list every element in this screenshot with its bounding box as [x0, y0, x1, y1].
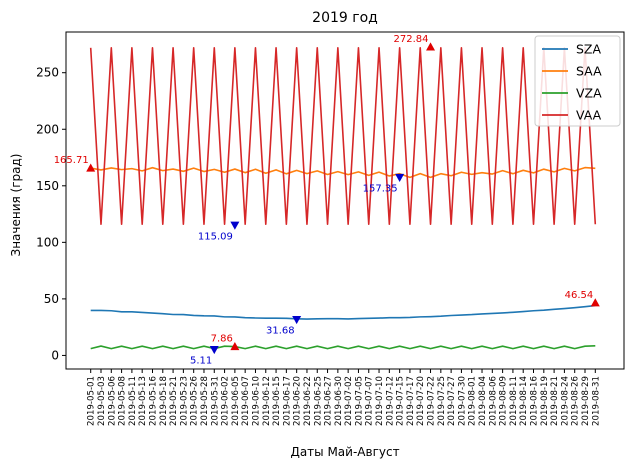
x-axis-label: Даты Май-Август: [290, 445, 399, 459]
x-tick-label: 2019-08-11: [509, 376, 519, 426]
x-tick-label: 2019-05-18: [159, 376, 169, 426]
x-tick-label: 2019-07-22: [427, 376, 437, 426]
legend-label-sza: SZA: [576, 42, 601, 57]
x-tick-label: 2019-05-06: [107, 376, 117, 426]
x-tick-label: 2019-05-11: [128, 376, 138, 426]
x-tick-label: 2019-06-27: [324, 376, 334, 426]
x-tick-label: 2019-08-14: [519, 376, 529, 426]
max-value-label: 272.84: [394, 34, 429, 45]
series-line-saa: [90, 166, 596, 179]
x-tick-label: 2019-06-10: [251, 376, 261, 426]
max-value-label: 165.71: [54, 155, 89, 166]
y-tick-label: 150: [36, 179, 59, 193]
max-value-label: 7.86: [211, 334, 233, 345]
x-tick-label: 2019-07-17: [406, 376, 416, 426]
x-tick-label: 2019-07-30: [457, 376, 467, 426]
x-tick-label: 2019-05-08: [118, 376, 128, 426]
legend-label-vza: VZA: [576, 86, 602, 101]
x-tick-label: 2019-05-31: [210, 376, 220, 426]
x-tick-label: 2019-06-17: [282, 376, 292, 426]
y-tick-label: 250: [36, 66, 59, 80]
series-line-sza: [90, 304, 596, 320]
x-tick-label: 2019-06-02: [221, 376, 231, 426]
x-tick-label: 2019-05-16: [148, 376, 158, 426]
x-tick-label: 2019-07-27: [447, 376, 457, 426]
min-marker: [209, 346, 219, 355]
y-tick-label: 100: [36, 235, 59, 249]
min-marker: [292, 316, 302, 325]
x-tick-label: 2019-07-02: [344, 376, 354, 426]
x-tick-label: 2019-07-07: [365, 376, 375, 426]
x-tick-label: 2019-07-15: [396, 376, 406, 426]
x-tick-label: 2019-07-12: [385, 376, 395, 426]
x-tick-label: 2019-06-25: [313, 376, 323, 426]
x-tick-label: 2019-08-26: [571, 376, 581, 426]
x-tick-label: 2019-07-05: [354, 376, 364, 426]
min-marker: [230, 221, 240, 230]
max-marker: [86, 163, 96, 172]
legend-box: [534, 35, 621, 127]
min-value-label: 31.68: [266, 326, 295, 337]
x-tick-label: 2019-08-04: [478, 376, 488, 426]
x-tick-label: 2019-08-24: [560, 376, 570, 426]
legend-label-vaa: VAA: [576, 108, 602, 123]
x-tick-label: 2019-08-29: [581, 376, 591, 426]
max-marker: [590, 298, 600, 307]
series-line-vaa: [89, 47, 597, 226]
plot-area: 165.71 115.09 157.35 272.84 31.68 46.54 5.11 7.…: [54, 34, 600, 367]
x-tick-label: 2019-06-15: [272, 376, 282, 426]
x-tick-label: 2019-08-09: [499, 376, 509, 426]
legend: SZA SAA VZA VAA: [534, 35, 621, 127]
x-tick-label: 2019-06-12: [262, 376, 272, 426]
plot-frame: [65, 31, 625, 370]
chart-title: 2019 год: [312, 10, 378, 26]
x-tick-label: 2019-05-23: [179, 376, 189, 426]
x-tick-label: 2019-07-20: [416, 376, 426, 426]
y-tick-label: 200: [36, 122, 59, 136]
y-tick-label: 50: [44, 292, 59, 306]
x-tick-label: 2019-05-26: [190, 376, 200, 426]
x-tick-label: 2019-08-21: [550, 376, 560, 426]
x-tick-label: 2019-05-01: [87, 376, 97, 426]
x-tick-label: 2019-07-25: [437, 376, 447, 426]
max-marker: [426, 42, 436, 51]
y-axis-label: Значения (град): [9, 154, 23, 257]
x-tick-label: 2019-08-01: [468, 376, 478, 426]
x-tick-label: 2019-06-05: [231, 376, 241, 426]
min-value-label: 115.09: [198, 231, 233, 242]
x-tick-label: 2019-08-19: [540, 376, 550, 426]
max-value-label: 46.54: [565, 290, 594, 301]
x-tick-label: 2019-06-22: [303, 376, 313, 426]
series-line-vza: [90, 345, 596, 350]
x-tick-label: 2019-06-07: [241, 376, 251, 426]
min-value-label: 5.11: [190, 356, 212, 367]
x-tick-label: 2019-08-16: [530, 376, 540, 426]
x-tick-label: 2019-08-31: [591, 376, 601, 426]
x-tick-label: 2019-07-10: [375, 376, 385, 426]
x-tick-label: 2019-05-21: [169, 376, 179, 426]
min-value-label: 157.35: [363, 183, 398, 194]
x-tick-label: 2019-05-13: [138, 376, 148, 426]
y-tick-label: 0: [51, 348, 59, 362]
min-marker: [395, 173, 405, 182]
max-marker: [230, 342, 240, 351]
x-tick-label: 2019-06-20: [293, 376, 303, 426]
x-tick-label: 2019-05-28: [200, 376, 210, 426]
legend-label-saa: SAA: [576, 64, 602, 79]
x-tick-label: 2019-06-30: [334, 376, 344, 426]
x-tick-label: 2019-05-03: [97, 376, 107, 426]
x-tick-label: 2019-08-06: [488, 376, 498, 426]
